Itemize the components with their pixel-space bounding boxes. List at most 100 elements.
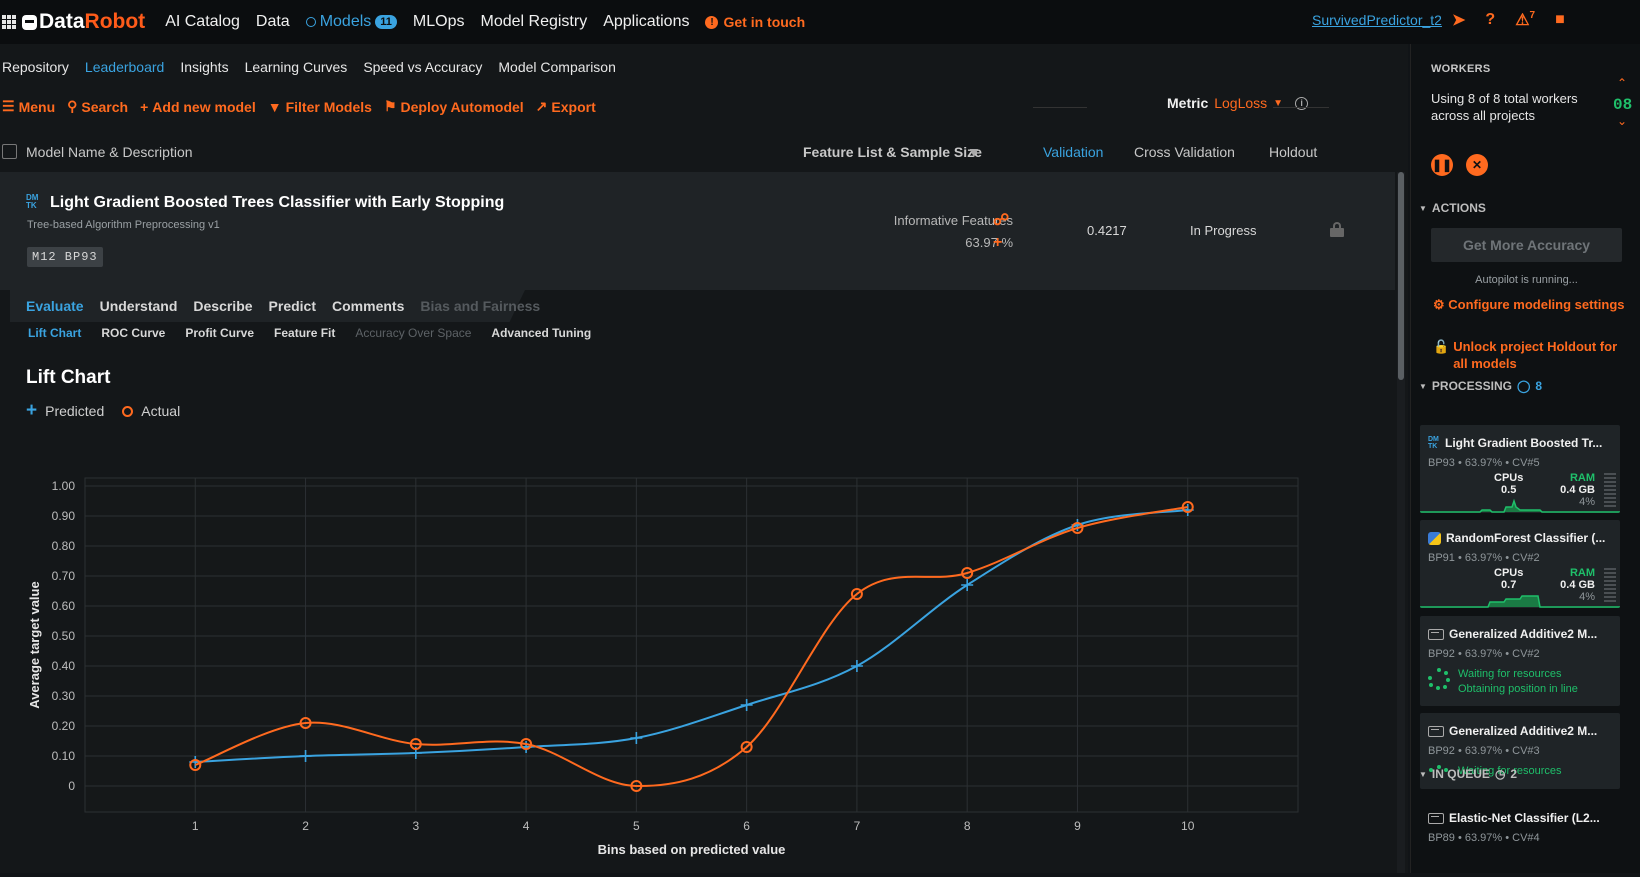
tab-evaluate[interactable]: Evaluate xyxy=(26,298,84,314)
queued-job-1[interactable]: Elastic-Net Classifier (L2... BP89 • 63.… xyxy=(1420,800,1620,873)
x-axis-label: Bins based on predicted value xyxy=(598,842,786,857)
subtab-roc-curve[interactable]: ROC Curve xyxy=(101,326,166,340)
evaluate-subtabs: Lift Chart ROC Curve Profit Curve Featur… xyxy=(28,326,591,340)
menu-button[interactable]: ☰ Menu xyxy=(2,98,55,115)
menu-icon: ☰ xyxy=(2,98,15,114)
lift-chart: 0 0.10 0.20 0.30 0.40 0.50 0.60 0.70 0.80 0.90 1.0… xyxy=(0,444,1340,877)
subtab-profit-curve[interactable]: Profit Curve xyxy=(185,326,255,340)
get-more-accuracy-button[interactable]: Get More Accuracy xyxy=(1431,228,1622,262)
leaderboard-table-header: Model Name & Description Feature List & … xyxy=(0,136,1400,168)
job-wait-status: Waiting for resources xyxy=(1458,765,1562,777)
stop-icon[interactable]: ✕ xyxy=(1466,154,1488,176)
y-tick-label: 0.10 xyxy=(52,749,76,763)
tab-describe[interactable]: Describe xyxy=(193,298,253,314)
job-cpu-sparkline xyxy=(1420,498,1620,513)
predicted-point xyxy=(740,699,753,711)
predicted-point xyxy=(850,660,863,672)
main-scrollbar-thumb[interactable] xyxy=(1398,172,1404,380)
feature-tree-icon[interactable]: ☍ xyxy=(993,212,1010,229)
in-queue-section-header[interactable]: ▼ IN QUEUE ◷ 2 xyxy=(1419,767,1517,781)
actual-point xyxy=(850,588,863,600)
processing-job-1[interactable]: DM TK Light Gradient Boosted Tr... BP93 • … xyxy=(1420,425,1620,513)
subtab-advanced-tuning[interactable]: Advanced Tuning xyxy=(491,326,592,340)
legend-actual[interactable]: Actual xyxy=(122,403,180,419)
subnav-repository[interactable]: Repository xyxy=(2,59,69,75)
subnav-leaderboard[interactable]: Leaderboard xyxy=(84,59,165,75)
export-label: Export xyxy=(551,98,596,115)
unlock-holdout-link[interactable]: 🔓 Unlock project Holdout for all models xyxy=(1433,338,1633,372)
y-tick-label: 0.20 xyxy=(52,719,76,733)
model-tabs-row: Evaluate Understand Describe Predict Com… xyxy=(0,290,1395,322)
filter-icon: ▼ xyxy=(267,98,282,115)
actions-label: ACTIONS xyxy=(1431,201,1486,215)
subnav-speed-vs-accuracy[interactable]: Speed vs Accuracy xyxy=(363,59,483,75)
processing-job-2[interactable]: RandomForest Classifier (... BP91 • 63.9… xyxy=(1420,520,1620,608)
nav-mlops[interactable]: MLOps xyxy=(412,13,465,30)
filter-models-button[interactable]: ▼ Filter Models xyxy=(268,98,372,115)
model-box-icon xyxy=(1428,812,1444,824)
select-all-checkbox[interactable] xyxy=(2,144,17,159)
tab-comments[interactable]: Comments xyxy=(332,298,405,314)
feature-filter-icon[interactable]: ▼ xyxy=(967,144,981,160)
processing-section-header[interactable]: ▼ PROCESSING ◯ 8 xyxy=(1419,379,1542,393)
model-row[interactable]: DM TK Light Gradient Boosted Trees Classi… xyxy=(0,172,1395,290)
subnav-learning-curves[interactable]: Learning Curves xyxy=(244,59,348,75)
tab-predict[interactable]: Predict xyxy=(268,298,317,314)
configure-modeling-settings-link[interactable]: ⚙ Configure modeling settings xyxy=(1433,296,1625,313)
model-box-icon xyxy=(1428,725,1444,737)
tab-understand[interactable]: Understand xyxy=(99,298,178,314)
col-validation[interactable]: Validation xyxy=(1043,144,1104,160)
nav-model-registry[interactable]: Model Registry xyxy=(480,13,588,30)
metric-selector[interactable]: Metric LogLoss ▼ i xyxy=(1167,95,1309,111)
datarobot-logo[interactable]: Data Robot xyxy=(22,10,145,34)
nav-models[interactable]: Models 11 xyxy=(305,13,397,31)
col-cross-validation[interactable]: Cross Validation xyxy=(1134,144,1235,160)
actual-point xyxy=(1071,522,1084,534)
subtab-feature-fit[interactable]: Feature Fit xyxy=(274,326,336,340)
actions-section-header[interactable]: ▼ ACTIONS xyxy=(1419,201,1486,215)
apps-grid-icon[interactable] xyxy=(2,15,16,29)
metric-info-icon[interactable]: i xyxy=(1295,96,1309,110)
collapse-icon: ▼ xyxy=(1419,203,1427,213)
tab-bias-and-fairness: Bias and Fairness xyxy=(420,298,541,314)
job-subtitle: BP89 • 63.97% • CV#4 xyxy=(1428,832,1540,844)
col-model-name[interactable]: Model Name & Description xyxy=(26,144,193,160)
add-sample-icon[interactable]: + xyxy=(993,234,1003,251)
col-feature-list[interactable]: Feature List & Sample Size xyxy=(803,144,982,160)
subnav-model-comparison[interactable]: Model Comparison xyxy=(498,59,616,75)
leaderboard-subnav: Repository Leaderboard Insights Learning… xyxy=(2,59,616,75)
nav-data[interactable]: Data xyxy=(255,13,290,30)
col-holdout[interactable]: Holdout xyxy=(1269,144,1318,160)
python-icon xyxy=(1428,531,1441,545)
nav-ai-catalog[interactable]: AI Catalog xyxy=(165,13,240,30)
worker-increase-icon[interactable]: ⌃ xyxy=(1617,76,1628,90)
export-button[interactable]: ↗ Export xyxy=(536,98,596,115)
model-title[interactable]: Light Gradient Boosted Trees Classifier … xyxy=(50,194,505,211)
in-queue-count: 2 xyxy=(1510,767,1518,781)
processing-job-4[interactable]: Generalized Additive2 M... BP92 • 63.97%… xyxy=(1420,713,1620,789)
processing-job-3[interactable]: Generalized Additive2 M... BP92 • 63.97%… xyxy=(1420,616,1620,706)
pause-icon[interactable]: ❚❚ xyxy=(1431,154,1453,176)
deploy-automodel-button[interactable]: ⚑ Deploy Automodel xyxy=(384,98,524,115)
nav-applications[interactable]: Applications xyxy=(603,13,690,30)
main-scrollbar[interactable] xyxy=(1397,172,1405,873)
y-tick-label: 0.80 xyxy=(52,539,76,553)
subtab-lift-chart[interactable]: Lift Chart xyxy=(28,326,82,340)
notifications-icon[interactable]: ⚠7 xyxy=(1515,10,1536,29)
project-name-link[interactable]: SurvivedPredictor_t2 xyxy=(1312,12,1442,28)
info-icon: ! xyxy=(705,15,719,29)
search-label: Search xyxy=(81,98,129,115)
add-new-model-button[interactable]: + Add new model xyxy=(140,98,256,115)
job-subtitle: BP92 • 63.97% • CV#2 xyxy=(1428,648,1540,660)
folder-icon[interactable]: ■ xyxy=(1555,11,1565,28)
get-in-touch-link[interactable]: ! Get in touch xyxy=(705,14,805,30)
legend-predicted[interactable]: + Predicted xyxy=(26,401,104,420)
search-button[interactable]: ⚲ Search xyxy=(67,98,128,115)
subnav-insights[interactable]: Insights xyxy=(180,59,229,75)
leaderboard-toolbar: ☰ Menu ⚲ Search + Add new model ▼ Filter Mod… xyxy=(2,98,596,115)
worker-decrease-icon[interactable]: ⌄ xyxy=(1617,114,1628,128)
help-icon[interactable]: ? xyxy=(1485,11,1496,28)
share-icon[interactable]: ➤ xyxy=(1452,12,1466,29)
model-box-icon xyxy=(1428,628,1444,640)
y-tick-label: 1.00 xyxy=(52,479,76,493)
